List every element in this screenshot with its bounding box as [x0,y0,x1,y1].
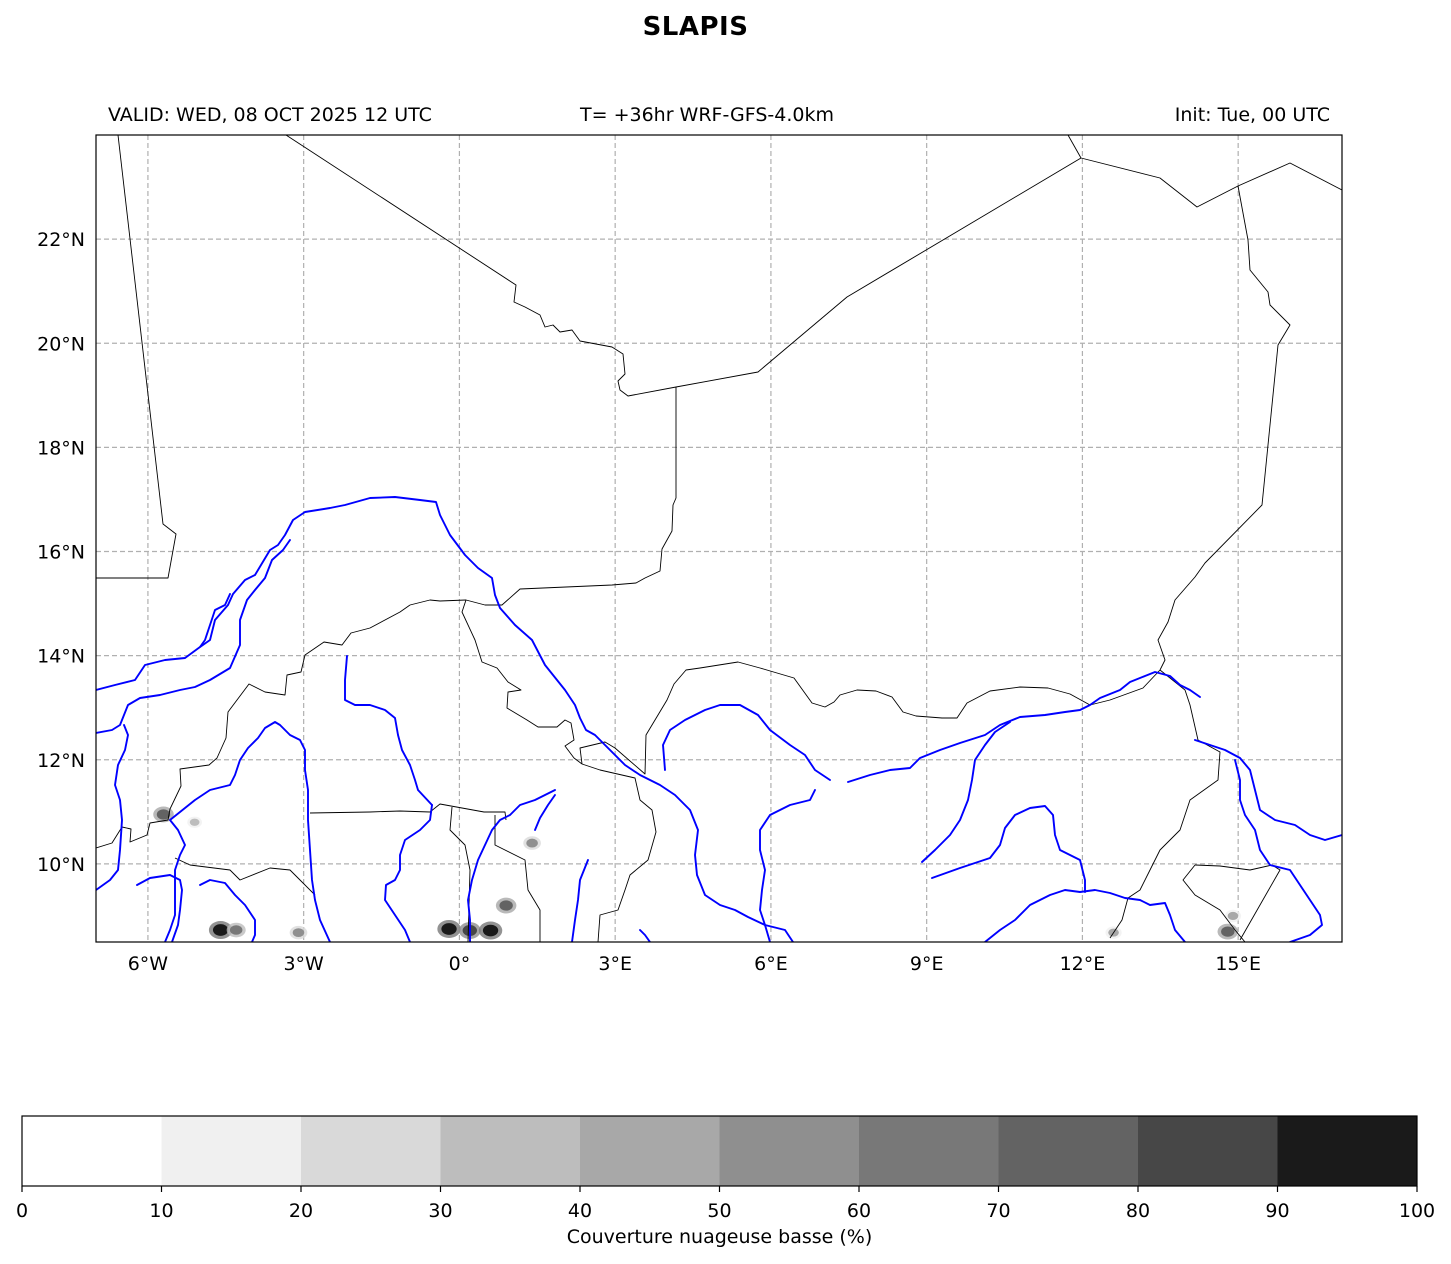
border-niger-chad [1157,162,1342,671]
colorbar-ticks: 0 10 20 30 40 50 60 70 80 90 100 [16,1186,1435,1222]
river-bani [96,724,129,891]
colorbar-swatch [580,1116,720,1186]
river-sokoto [662,704,831,781]
map-title: SLAPIS [642,12,749,42]
river-hadejia [921,721,1011,863]
border-niger-nigeria [579,661,1161,775]
border-algeria-mali-niger [285,135,1082,397]
river-small-4 [534,794,556,831]
border-burkina-ghana-togo [309,803,507,821]
lon-tick-label: 15°E [1215,953,1261,975]
lon-tick-label: 3°W [283,953,324,975]
cloud-patch [482,924,499,937]
lat-tick-label: 22°N [37,229,85,251]
river-benue [984,889,1186,942]
cloud-patch [189,818,200,826]
lat-tick-label: 16°N [37,542,85,564]
cloud-patch [212,924,229,936]
colorbar-tick-label: 40 [568,1200,592,1222]
colorbar-swatch [161,1116,301,1186]
colorbar-swatch [22,1116,162,1186]
lon-tick-label: 0° [449,953,471,975]
cloud-patch [499,900,513,911]
colorbar-swatch [719,1116,859,1186]
colorbar-tick-label: 30 [428,1200,452,1222]
border-benin-nigeria [581,763,657,942]
border-cote-divoire-ghana [174,857,316,896]
cloud-patch [1221,926,1235,937]
river-small-2 [136,874,183,942]
lon-tick-label: 12°E [1060,953,1106,975]
cloud-patch [1227,911,1239,921]
colorbar-swatch [1277,1116,1417,1186]
river-white-volta [344,655,433,806]
lat-tick-label: 20°N [37,333,85,355]
colorbar-swatch [859,1116,999,1186]
map-frame [95,134,1343,943]
cloud-patch [526,838,538,848]
border-nigeria-chad [1109,669,1221,939]
colorbar-tick-label: 90 [1265,1200,1289,1222]
lat-tick-label: 18°N [37,437,85,459]
colorbar-swatch [301,1116,441,1186]
border-niger-burkina-benin [461,599,583,765]
forecast-lead-label: T= +36hr WRF-GFS-4.0km [580,104,834,126]
lon-tick-label: 6°E [754,953,788,975]
river-small-1 [199,593,231,648]
colorbar-swatch [440,1116,580,1186]
river-small-3 [199,879,256,942]
colorbar-tick-label: 80 [1126,1200,1150,1222]
colorbar-swatch [998,1116,1138,1186]
border-mali-burkina [96,604,411,849]
river-oueme [571,859,589,942]
river-volta-east [467,789,556,942]
border-libya [1067,135,1239,208]
map-figure: 6°W 3°W 0° 3°E 6°E 9°E 12°E 15°E 10°N 12°N 14°N 16… [37,134,1343,975]
cloud-patch [156,809,171,820]
river-oti [384,804,433,942]
river-gongola [931,805,1086,893]
border-togo-benin [494,815,541,942]
cloud-patch [229,925,243,935]
colorbar-swatches [22,1116,1417,1186]
river-logone [1194,739,1342,841]
lat-tick-label: 10°N [37,854,85,876]
colorbar-tick-label: 100 [1399,1200,1435,1222]
colorbar-tick-label: 20 [289,1200,313,1222]
river-komadugu [847,671,1201,783]
colorbar-swatch [1138,1116,1278,1186]
latitude-axis: 10°N 12°N 14°N 16°N 18°N 20°N 22°N [37,229,85,876]
lat-tick-label: 12°N [37,750,85,772]
river-small-5 [639,929,651,942]
lon-tick-label: 3°E [598,953,632,975]
cloud-patch [441,923,457,935]
border-cameroon-2 [1182,864,1246,942]
rivers [96,496,1342,942]
river-black-volta [164,721,331,942]
colorbar: 0 10 20 30 40 50 60 70 80 90 100 [16,1115,1435,1222]
cloud-patch [292,928,305,938]
river-chari [1234,759,1323,942]
init-time-label: Init: Tue, 00 UTC [1174,104,1330,126]
colorbar-tick-label: 10 [149,1200,173,1222]
border-niger-mali [409,387,677,606]
lat-tick-label: 14°N [37,646,85,668]
colorbar-label: Couverture nuageuse basse (%) [566,1226,873,1248]
river-kaduna [759,789,816,942]
border-cameroon [1194,864,1281,941]
border-algeria-mali [96,135,177,579]
colorbar-tick-label: 0 [16,1200,28,1222]
lon-tick-label: 6°W [128,953,169,975]
river-niger [96,496,794,942]
colorbar-tick-label: 70 [986,1200,1010,1222]
lon-tick-label: 9°E [910,953,944,975]
longitude-axis: 6°W 3°W 0° 3°E 6°E 9°E 12°E 15°E [128,953,1261,975]
colorbar-tick-label: 60 [847,1200,871,1222]
river-niger-inner [96,539,291,734]
colorbar-tick-label: 50 [707,1200,731,1222]
valid-time-label: VALID: WED, 08 OCT 2025 12 UTC [108,104,432,126]
country-borders [96,135,1342,942]
